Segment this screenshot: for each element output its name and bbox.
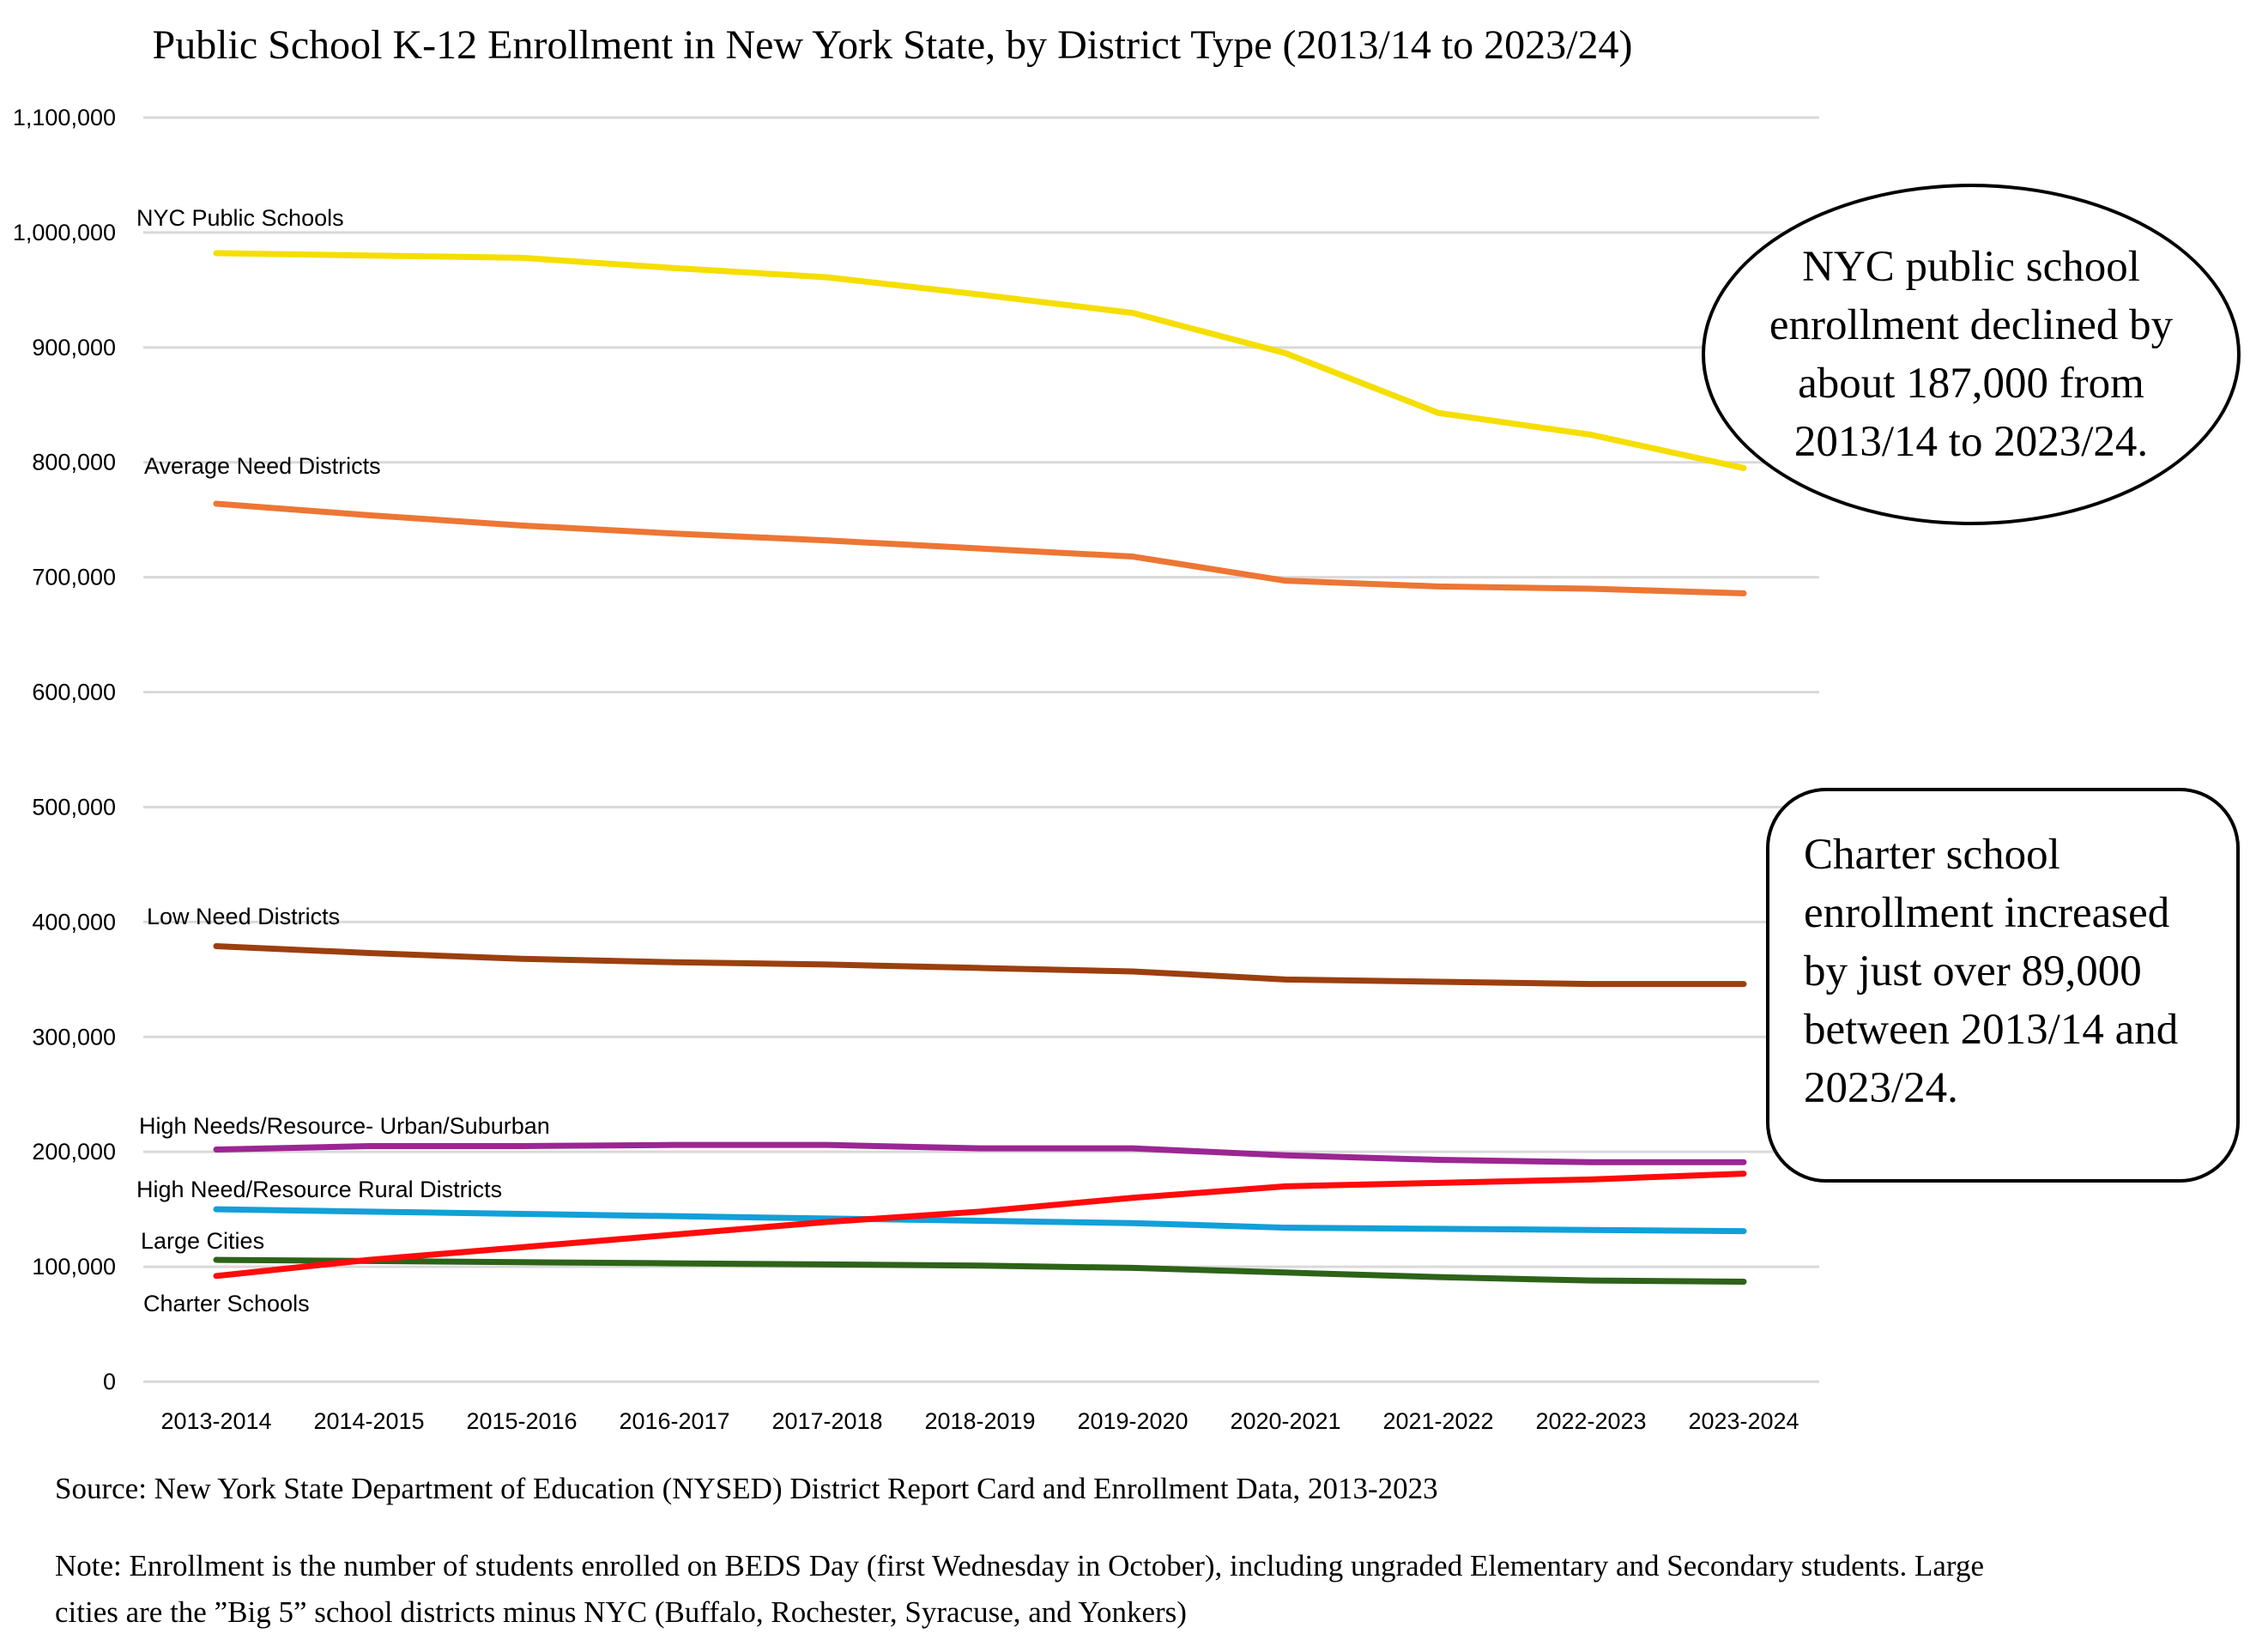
series-line-high-needs-resource-urban-suburban bbox=[213, 1141, 1747, 1165]
series-line-nyc-public-schools bbox=[213, 250, 1747, 471]
x-tick-label: 2017-2018 bbox=[771, 1408, 882, 1434]
footnote: Note: Enrollment is the number of studen… bbox=[55, 1549, 1984, 1629]
x-tick-label: 2014-2015 bbox=[313, 1408, 424, 1434]
y-tick-label: 600,000 bbox=[32, 680, 116, 705]
series-label: Average Need Districts bbox=[144, 453, 381, 479]
x-tick-label: 2021-2022 bbox=[1382, 1408, 1493, 1434]
x-tick-label: 2019-2020 bbox=[1077, 1408, 1188, 1434]
y-tick-label: 700,000 bbox=[32, 565, 116, 590]
series-label: Large Cities bbox=[141, 1228, 264, 1254]
y-tick-label: 0 bbox=[103, 1369, 116, 1395]
y-tick-label: 800,000 bbox=[32, 450, 116, 475]
series-label: Charter Schools bbox=[143, 1291, 310, 1316]
series-label: High Need/Resource Rural Districts bbox=[136, 1177, 502, 1202]
annotation-text: NYC public school enrollment declined by… bbox=[1769, 243, 2174, 466]
y-tick-label: 1,100,000 bbox=[13, 105, 116, 130]
y-tick-label: 400,000 bbox=[32, 909, 116, 935]
y-tick-label: 200,000 bbox=[32, 1139, 116, 1165]
y-tick-label: 900,000 bbox=[32, 335, 116, 360]
x-tick-label: 2015-2016 bbox=[466, 1408, 577, 1434]
x-tick-label: 2022-2023 bbox=[1535, 1408, 1646, 1434]
y-tick-label: 300,000 bbox=[32, 1024, 116, 1050]
series-line-low-need-districts bbox=[213, 942, 1747, 988]
source-note: Source: New York State Department of Edu… bbox=[55, 1472, 1438, 1505]
y-tick-label: 100,000 bbox=[32, 1254, 116, 1280]
series-label: Low Need Districts bbox=[147, 904, 340, 929]
x-tick-label: 2016-2017 bbox=[619, 1408, 729, 1434]
x-tick-label: 2023-2024 bbox=[1688, 1408, 1799, 1434]
annotation-text: Charter school enrollment increased by j… bbox=[1804, 831, 2179, 1112]
x-tick-label: 2013-2014 bbox=[160, 1408, 271, 1434]
series-label: High Needs/Resource- Urban/Suburban bbox=[139, 1113, 550, 1139]
chart-title: Public School K-12 Enrollment in New Yor… bbox=[153, 22, 1633, 68]
nyc-decline-annotation: NYC public school enrollment declined by… bbox=[1702, 184, 2241, 525]
x-tick-label: 2020-2021 bbox=[1230, 1408, 1340, 1434]
y-tick-label: 500,000 bbox=[32, 794, 116, 820]
x-tick-label: 2018-2019 bbox=[924, 1408, 1035, 1434]
series-line-large-cities bbox=[213, 1256, 1747, 1285]
series-label: NYC Public Schools bbox=[136, 205, 344, 231]
y-tick-label: 1,000,000 bbox=[13, 220, 116, 245]
charter-increase-annotation: Charter school enrollment increased by j… bbox=[1766, 788, 2240, 1183]
